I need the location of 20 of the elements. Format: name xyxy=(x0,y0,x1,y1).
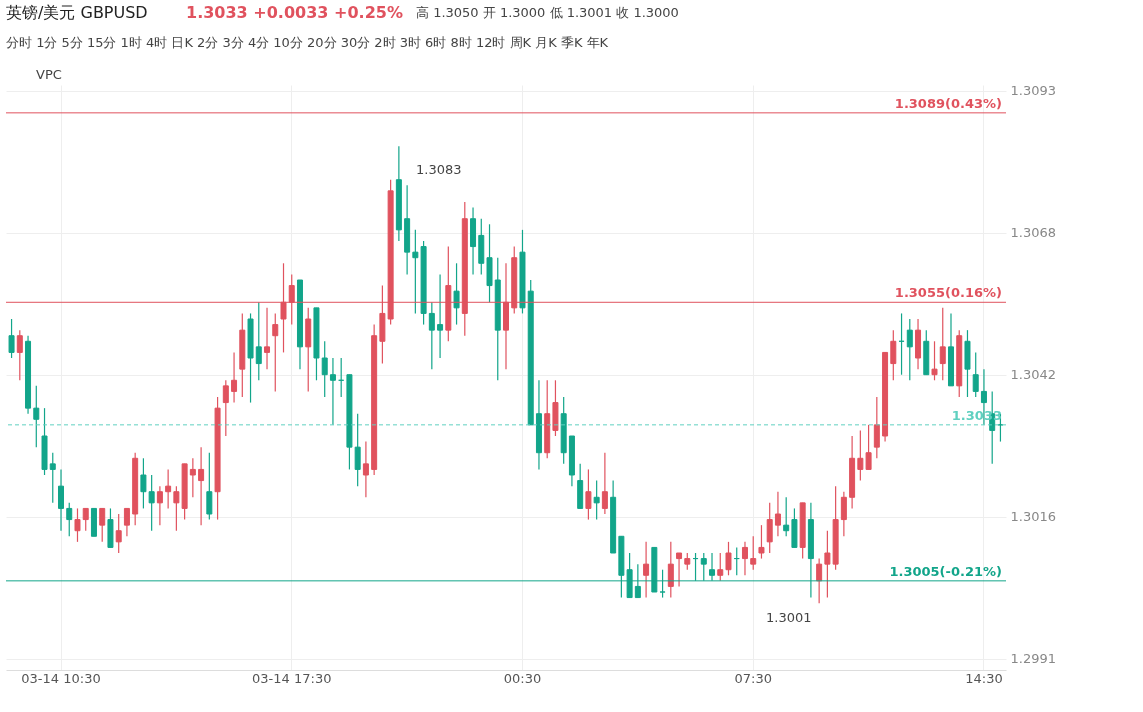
x-tick-label: 03-14 17:30 xyxy=(252,670,332,686)
annotation: 1.3001 xyxy=(766,610,812,625)
x-tick-label: 03-14 10:30 xyxy=(21,670,101,686)
y-tick-label: 1.3093 xyxy=(1010,83,1056,99)
ref-line-label: 1.3005(-0.21%) xyxy=(889,563,1002,579)
text: 分时 1分 5分 15分 1时 4时 日K 2分 3分 4分 10分 20分 30分 2时 3时 6时 8时 12时 周K 月K 季K 年K xyxy=(6,35,609,50)
annotation: 1.3083 xyxy=(416,162,462,177)
x-tick-label: 14:30 xyxy=(965,670,1003,686)
text: VPC xyxy=(36,67,62,82)
y-tick-label: 1.2991 xyxy=(1010,651,1056,667)
y-tick-label: 1.3042 xyxy=(1010,367,1056,383)
chart-title: 英镑/美元 GBPUSD xyxy=(6,3,148,22)
y-tick-label: 1.3016 xyxy=(1010,509,1056,525)
text: 高 1.3050 开 1.3000 低 1.3001 收 1.3000 xyxy=(416,5,679,20)
chart-subtitle: 1.3033 +0.0033 +0.25% xyxy=(186,3,403,22)
x-tick-label: 00:30 xyxy=(503,670,542,686)
y-tick-label: 1.3068 xyxy=(1010,225,1056,241)
x-tick-label: 07:30 xyxy=(734,670,772,686)
ref-line-label: 1.3055(0.16%) xyxy=(894,285,1002,301)
ref-line-label: 1.3089(0.43%) xyxy=(894,95,1002,111)
